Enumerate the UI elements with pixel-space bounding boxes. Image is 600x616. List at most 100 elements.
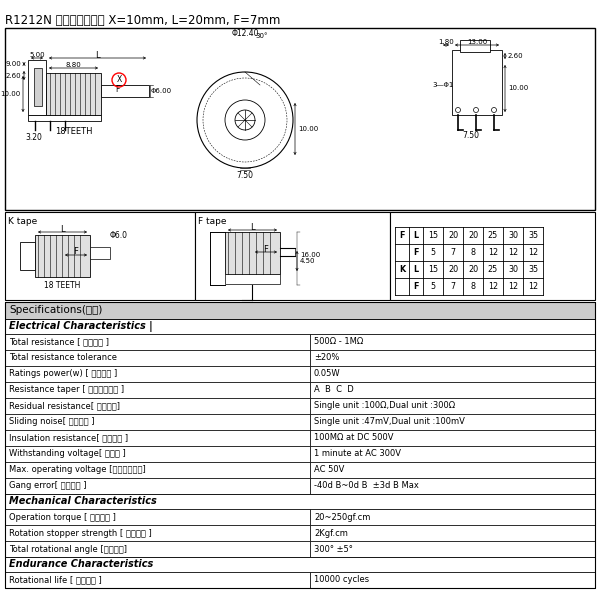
Bar: [310, 398, 595, 414]
Text: K tape: K tape: [8, 217, 37, 226]
Text: 20: 20: [448, 265, 458, 274]
Text: 5: 5: [430, 248, 436, 257]
Text: Max. operating voltage [最高使用電壓]: Max. operating voltage [最高使用電壓]: [9, 466, 146, 474]
Bar: [5, 494, 595, 509]
Circle shape: [491, 108, 497, 113]
Bar: [5, 478, 310, 494]
Text: 12: 12: [488, 248, 498, 257]
Bar: [310, 446, 595, 462]
Text: 10000 cycles: 10000 cycles: [314, 575, 369, 585]
Bar: [310, 572, 595, 588]
Text: 5: 5: [430, 282, 436, 291]
Text: L: L: [95, 51, 100, 60]
Text: 25: 25: [488, 265, 498, 274]
Bar: [5, 28, 595, 210]
Text: Total rotational angle [回轉角度]: Total rotational angle [回轉角度]: [9, 545, 127, 554]
Bar: [20, 242, 35, 270]
Text: L: L: [250, 222, 255, 232]
Text: 35: 35: [528, 265, 538, 274]
Bar: [5, 302, 595, 588]
Bar: [310, 478, 595, 494]
Bar: [35, 235, 90, 277]
Text: 20: 20: [468, 231, 478, 240]
Text: 30: 30: [508, 265, 518, 274]
Text: 20~250gf.cm: 20~250gf.cm: [314, 513, 370, 522]
Text: Gang error[ 連動誤差 ]: Gang error[ 連動誤差 ]: [9, 482, 86, 490]
Bar: [5, 382, 310, 398]
Bar: [452, 50, 502, 115]
Text: Single unit :100Ω,Dual unit :300Ω: Single unit :100Ω,Dual unit :300Ω: [314, 402, 455, 410]
Bar: [5, 319, 595, 334]
Text: 18TEETH: 18TEETH: [55, 126, 92, 136]
Text: 16.00: 16.00: [300, 252, 320, 258]
Text: F: F: [74, 248, 79, 256]
Bar: [310, 350, 595, 366]
Text: Total resistance tolerance: Total resistance tolerance: [9, 354, 117, 362]
Circle shape: [455, 108, 461, 113]
Text: Specifications(規格): Specifications(規格): [9, 305, 103, 315]
Text: Rotational life [ 回轉寽命 ]: Rotational life [ 回轉寽命 ]: [9, 575, 102, 585]
Text: 2.60: 2.60: [508, 53, 524, 59]
Text: 12: 12: [488, 282, 498, 291]
Bar: [5, 350, 310, 366]
Text: ±20%: ±20%: [314, 354, 340, 362]
Bar: [34, 68, 42, 106]
Bar: [225, 232, 280, 274]
Bar: [310, 366, 595, 382]
Text: Operation torque [ 回轉力矩 ]: Operation torque [ 回轉力矩 ]: [9, 513, 116, 522]
Bar: [390, 212, 595, 300]
Text: 500Ω - 1MΩ: 500Ω - 1MΩ: [314, 338, 363, 346]
Text: 8: 8: [470, 282, 476, 291]
Text: Φ6.0: Φ6.0: [110, 230, 128, 240]
Text: L: L: [413, 265, 419, 274]
Text: -40d B~0d B  ±3d B Max: -40d B~0d B ±3d B Max: [314, 482, 419, 490]
Text: F tape: F tape: [198, 217, 227, 226]
Bar: [46, 73, 101, 115]
Text: 8: 8: [470, 248, 476, 257]
Text: 4.50: 4.50: [300, 258, 316, 264]
Text: 100MΩ at DC 500V: 100MΩ at DC 500V: [314, 434, 394, 442]
Bar: [310, 509, 595, 525]
Text: 2.60: 2.60: [5, 73, 21, 78]
Bar: [5, 509, 310, 525]
Text: Φ12.40: Φ12.40: [231, 30, 259, 38]
Text: 15: 15: [428, 231, 438, 240]
Text: 10.00: 10.00: [0, 91, 20, 97]
Text: Mechanical Characteristics: Mechanical Characteristics: [9, 496, 157, 506]
Text: Φ6.00: Φ6.00: [151, 88, 172, 94]
Text: 10.00: 10.00: [298, 126, 318, 132]
Text: 3―Φ1: 3―Φ1: [432, 82, 454, 88]
Text: 8.80: 8.80: [65, 62, 82, 68]
Bar: [310, 334, 595, 350]
Text: 9.00: 9.00: [5, 61, 21, 67]
Text: 300° ±5°: 300° ±5°: [314, 545, 353, 554]
Bar: [101, 85, 149, 97]
Text: 7: 7: [451, 282, 455, 291]
Text: Electrical Characteristics |: Electrical Characteristics |: [9, 320, 152, 331]
Bar: [5, 446, 310, 462]
Text: R1212N ระยะแกน X=10mm, L=20mm, F=7mm: R1212N ระยะแกน X=10mm, L=20mm, F=7mm: [5, 14, 280, 27]
Text: 10.00: 10.00: [508, 86, 528, 92]
Text: K: K: [399, 265, 405, 274]
Bar: [225, 274, 280, 284]
Bar: [5, 212, 195, 300]
Text: 30: 30: [508, 231, 518, 240]
Bar: [5, 557, 595, 572]
Text: A  B  C  D: A B C D: [314, 386, 354, 394]
Text: Insulation resistance[ 絕緣阻抗 ]: Insulation resistance[ 絕緣阻抗 ]: [9, 434, 128, 442]
Text: L: L: [60, 224, 65, 233]
Bar: [195, 212, 390, 300]
Bar: [5, 302, 595, 319]
Text: 25: 25: [488, 231, 498, 240]
Bar: [5, 414, 310, 430]
Bar: [5, 334, 310, 350]
Text: 0.05W: 0.05W: [314, 370, 341, 378]
Text: Withstanding voltage[ 耐電壓 ]: Withstanding voltage[ 耐電壓 ]: [9, 450, 126, 458]
Bar: [310, 382, 595, 398]
Text: 5.00: 5.00: [29, 52, 45, 58]
Text: F: F: [413, 282, 419, 291]
Bar: [5, 541, 310, 557]
Text: 35: 35: [528, 231, 538, 240]
Text: 1.80: 1.80: [438, 39, 454, 45]
Bar: [28, 60, 46, 115]
